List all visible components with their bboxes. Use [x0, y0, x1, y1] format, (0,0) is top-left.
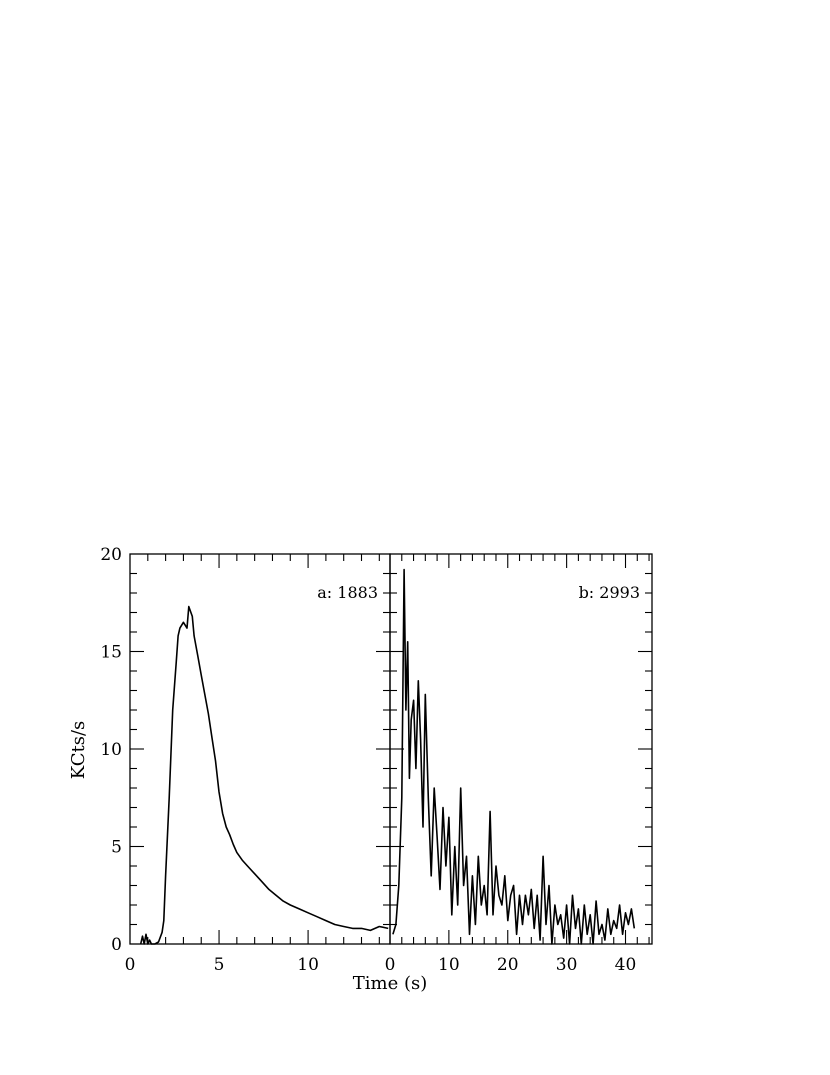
y-tick-label: 10	[100, 740, 122, 760]
panel-b: 0 10 20 30 40 b: 2993	[385, 553, 653, 975]
x-tick-label: 0	[125, 955, 136, 975]
x-tick-label: 30	[556, 955, 578, 975]
x-tick-label: 40	[615, 955, 637, 975]
panel-a: 0 5 10 15 20 0 5 10 a: 1883	[100, 545, 391, 975]
x-tick-label: 20	[497, 955, 519, 975]
y-tick-label: 0	[111, 935, 122, 955]
x-axis-label: Time (s)	[353, 973, 428, 994]
panel-a-annotation: a: 1883	[317, 583, 378, 602]
panel-a-light-curve	[139, 605, 389, 945]
panel-b-annotation: b: 2993	[579, 583, 640, 602]
x-tick-label: 0	[385, 955, 396, 975]
x-tick-label: 5	[214, 955, 225, 975]
x-tick-label: 10	[297, 955, 319, 975]
x-tick-label: 10	[438, 955, 460, 975]
y-tick-label: 20	[100, 545, 122, 565]
panel-b-frame	[389, 553, 653, 945]
panel-b-light-curve	[392, 568, 636, 945]
y-tick-label: 5	[111, 838, 122, 858]
panel-a-frame	[129, 553, 391, 945]
y-axis-label: KCts/s	[68, 721, 89, 780]
y-tick-label: 15	[100, 643, 122, 663]
